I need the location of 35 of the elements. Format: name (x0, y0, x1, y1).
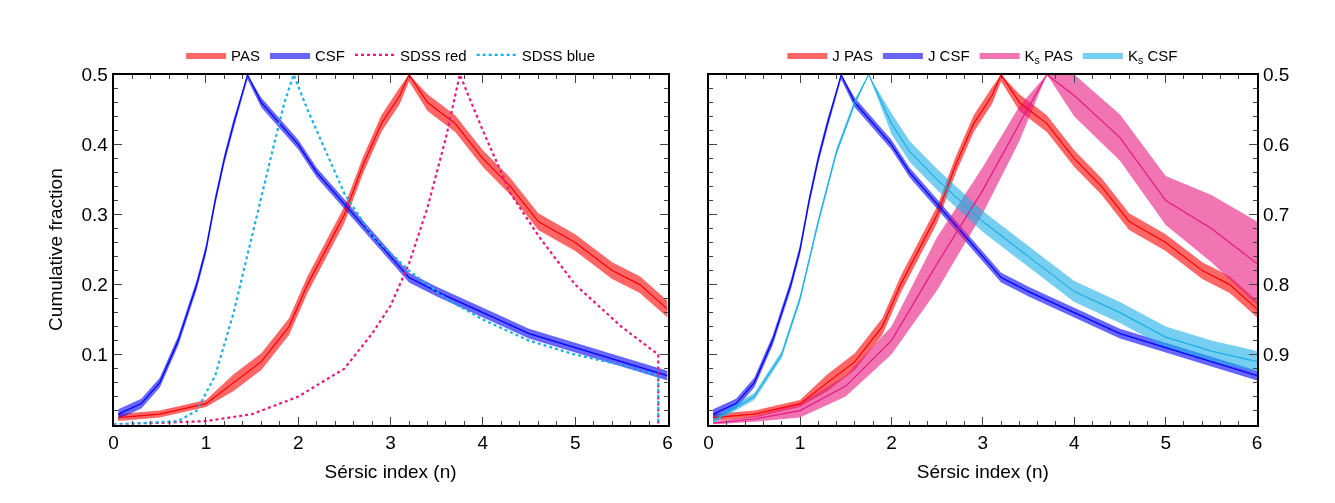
legend-label: SDSS blue (521, 46, 596, 64)
x-tick-label: 2 (886, 432, 897, 454)
legend-label: SDSS red (399, 46, 467, 64)
x-tick-label: 4 (477, 432, 489, 454)
x-tick-label: 3 (977, 432, 989, 454)
x-tick-label: 5 (1160, 432, 1171, 454)
y-tick-label: 0.5 (81, 64, 108, 86)
y2-tick-label: 0.6 (1262, 134, 1290, 156)
legend-label: J PAS (832, 46, 873, 64)
x-tick-label: 0 (108, 432, 119, 454)
x-tick-label: 5 (569, 432, 581, 454)
y2-tick-label: 0.8 (1262, 274, 1290, 296)
y2-tick-label: 0.9 (1262, 344, 1290, 366)
y-tick-label: 0.2 (81, 274, 108, 296)
y2-tick-label: 0.7 (1262, 204, 1290, 226)
x-tick-label: 6 (662, 432, 673, 454)
legend-label: PAS (231, 46, 260, 64)
legend-label: CSF (314, 46, 345, 64)
x-axis-title: Sérsic index (n) (324, 460, 457, 482)
x-tick-label: 0 (703, 432, 714, 454)
x-axis-title: Sérsic index (n) (916, 460, 1049, 482)
legend-label: K$_{s}$ CSF (1127, 46, 1178, 66)
y-tick-label: 0.4 (81, 134, 109, 156)
y2-tick-label: 0.5 (1262, 64, 1290, 86)
x-tick-label: 2 (292, 432, 304, 454)
x-tick-label: 3 (385, 432, 396, 454)
y-tick-label: 0.1 (81, 344, 108, 366)
x-tick-label: 6 (1251, 432, 1263, 454)
y-tick-label: 0.3 (81, 204, 108, 226)
legend-label: J CSF (927, 46, 970, 64)
x-tick-label: 1 (794, 432, 806, 454)
legend-label: K$_{s}$ PAS (1024, 46, 1073, 66)
x-tick-label: 1 (200, 432, 212, 454)
x-tick-label: 4 (1068, 432, 1080, 454)
y-axis-title: Cumulative fraction (44, 168, 66, 331)
